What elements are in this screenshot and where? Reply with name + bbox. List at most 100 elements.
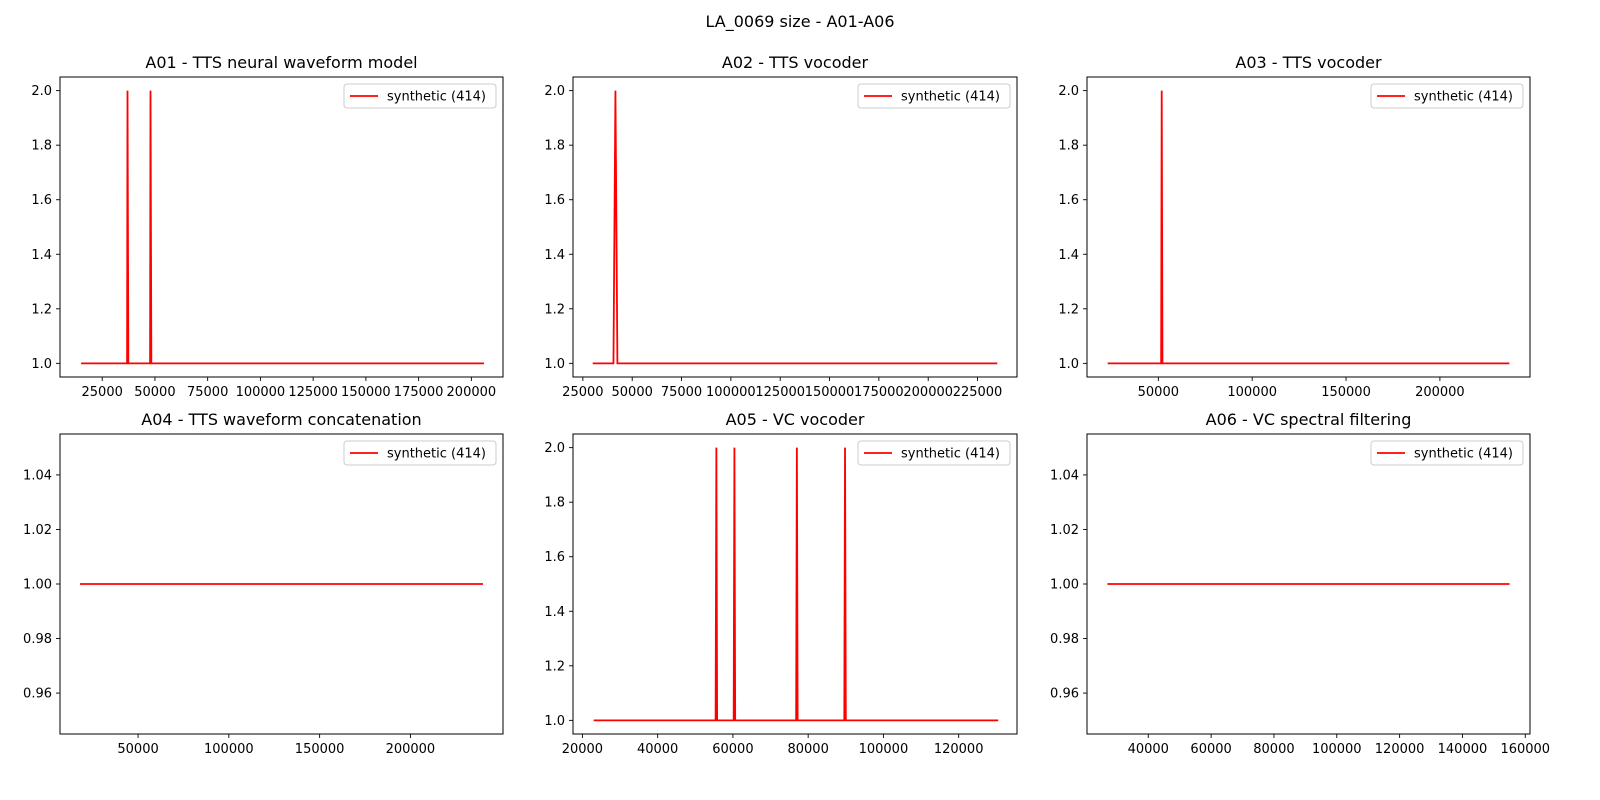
x-tick-label: 200000 <box>903 385 953 400</box>
x-tick-label: 60000 <box>712 742 753 757</box>
x-tick-label: 160000 <box>1500 742 1550 757</box>
y-tick-label: 2.0 <box>544 441 565 456</box>
y-tick-label: 1.02 <box>1050 523 1079 538</box>
legend-label: synthetic (414) <box>387 447 486 462</box>
x-tick-label: 200000 <box>447 385 497 400</box>
legend-label: synthetic (414) <box>1414 90 1513 105</box>
legend: synthetic (414) <box>1370 440 1524 466</box>
x-tick-label: 175000 <box>394 385 444 400</box>
x-tick-label: 120000 <box>934 742 984 757</box>
y-tick-label: 1.2 <box>544 302 565 317</box>
series-line-1 <box>592 90 998 365</box>
x-tick-label: 50000 <box>612 385 653 400</box>
legend-label: synthetic (414) <box>901 90 1000 105</box>
x-tick-label: 50000 <box>134 385 175 400</box>
subplot-2: A02 - TTS vocoder 25000 50000 75000 100000 12… <box>544 53 1018 400</box>
y-tick-label: 1.8 <box>1058 139 1079 154</box>
y-tick-label: 1.4 <box>544 248 565 263</box>
y-tick-label: 1.6 <box>31 193 52 208</box>
series-line-1 <box>81 90 485 365</box>
y-tick-label: 1.2 <box>544 659 565 674</box>
legend: synthetic (414) <box>343 440 497 466</box>
x-tick-label: 175000 <box>854 385 904 400</box>
x-tick-label: 50000 <box>1138 385 1179 400</box>
y-tick-label: 1.8 <box>544 139 565 154</box>
subplot-1: A01 - TTS neural waveform model 25000 5000… <box>31 53 504 400</box>
legend-label: synthetic (414) <box>387 90 486 105</box>
x-tick-label: 200000 <box>1415 385 1465 400</box>
x-tick-label: 100000 <box>1227 385 1277 400</box>
axes-frame <box>59 76 504 378</box>
y-tick-label: 1.04 <box>23 468 52 483</box>
y-tick-label: 0.98 <box>23 632 52 647</box>
x-tick-label: 25000 <box>562 385 603 400</box>
subplot-4: A04 - TTS waveform concatenation 50000 100… <box>23 410 504 757</box>
x-tick-label: 100000 <box>236 385 286 400</box>
x-tick-label: 100000 <box>204 742 254 757</box>
legend: synthetic (414) <box>857 440 1011 466</box>
x-tick-label: 60000 <box>1190 742 1231 757</box>
x-tick-label: 125000 <box>755 385 805 400</box>
figure-suptitle: LA_0069 size - A01-A06 <box>705 12 895 31</box>
y-tick-label: 1.02 <box>23 523 52 538</box>
legend: synthetic (414) <box>343 83 497 109</box>
y-tick-label: 1.2 <box>31 302 52 317</box>
legend-label: synthetic (414) <box>1414 447 1513 462</box>
legend-box <box>857 83 1011 109</box>
x-tick-label: 125000 <box>288 385 338 400</box>
y-tick-label: 1.00 <box>23 578 52 593</box>
y-tick-label: 1.4 <box>1058 248 1079 263</box>
subplot-title: A06 - VC spectral filtering <box>1206 410 1412 429</box>
y-tick-label: 1.00 <box>1050 578 1079 593</box>
x-tick-label: 140000 <box>1438 742 1488 757</box>
y-tick-label: 1.8 <box>31 139 52 154</box>
y-tick-label: 1.04 <box>1050 468 1079 483</box>
x-tick-label: 50000 <box>117 742 158 757</box>
x-tick-label: 20000 <box>562 742 603 757</box>
x-tick-label: 150000 <box>805 385 855 400</box>
x-tick-label: 150000 <box>1321 385 1371 400</box>
x-tick-label: 225000 <box>953 385 1003 400</box>
y-tick-label: 2.0 <box>1058 84 1079 99</box>
subplot-3: A03 - TTS vocoder 50000 100000 150000 200000… <box>1058 53 1531 400</box>
axes-frame <box>1086 76 1531 378</box>
legend-box <box>343 83 497 109</box>
subplot-title: A03 - TTS vocoder <box>1235 53 1382 72</box>
series-line-1 <box>593 447 999 722</box>
y-tick-label: 1.2 <box>1058 302 1079 317</box>
subplot-title: A02 - TTS vocoder <box>722 53 869 72</box>
x-tick-label: 100000 <box>706 385 756 400</box>
subplot-title: A01 - TTS neural waveform model <box>145 53 417 72</box>
x-tick-label: 80000 <box>787 742 828 757</box>
x-tick-label: 25000 <box>82 385 123 400</box>
legend-box <box>343 440 497 466</box>
y-tick-label: 1.0 <box>544 714 565 729</box>
axes-frame <box>572 433 1018 735</box>
legend-box <box>1370 440 1524 466</box>
x-tick-label: 200000 <box>386 742 436 757</box>
x-tick-label: 40000 <box>1128 742 1169 757</box>
y-tick-label: 1.0 <box>1058 357 1079 372</box>
subplot-6: A06 - VC spectral filtering 40000 60000 800… <box>1050 410 1550 757</box>
subplot-title: A04 - TTS waveform concatenation <box>141 410 421 429</box>
axes-frame <box>59 433 504 735</box>
subplot-title: A05 - VC vocoder <box>726 410 865 429</box>
x-tick-label: 75000 <box>187 385 228 400</box>
y-tick-label: 2.0 <box>544 84 565 99</box>
y-tick-label: 1.0 <box>31 357 52 372</box>
y-tick-label: 1.6 <box>1058 193 1079 208</box>
series-line-1 <box>1107 90 1510 365</box>
axes-frame <box>1086 433 1531 735</box>
y-tick-label: 1.6 <box>544 193 565 208</box>
y-tick-label: 1.8 <box>544 496 565 511</box>
y-tick-label: 0.96 <box>23 687 52 702</box>
x-tick-label: 120000 <box>1375 742 1425 757</box>
legend: synthetic (414) <box>1370 83 1524 109</box>
x-tick-label: 75000 <box>661 385 702 400</box>
subplot-5: A05 - VC vocoder 20000 40000 60000 80000 1000… <box>544 410 1018 757</box>
x-tick-label: 150000 <box>295 742 345 757</box>
y-tick-label: 0.98 <box>1050 632 1079 647</box>
x-tick-label: 80000 <box>1253 742 1294 757</box>
y-tick-label: 1.0 <box>544 357 565 372</box>
